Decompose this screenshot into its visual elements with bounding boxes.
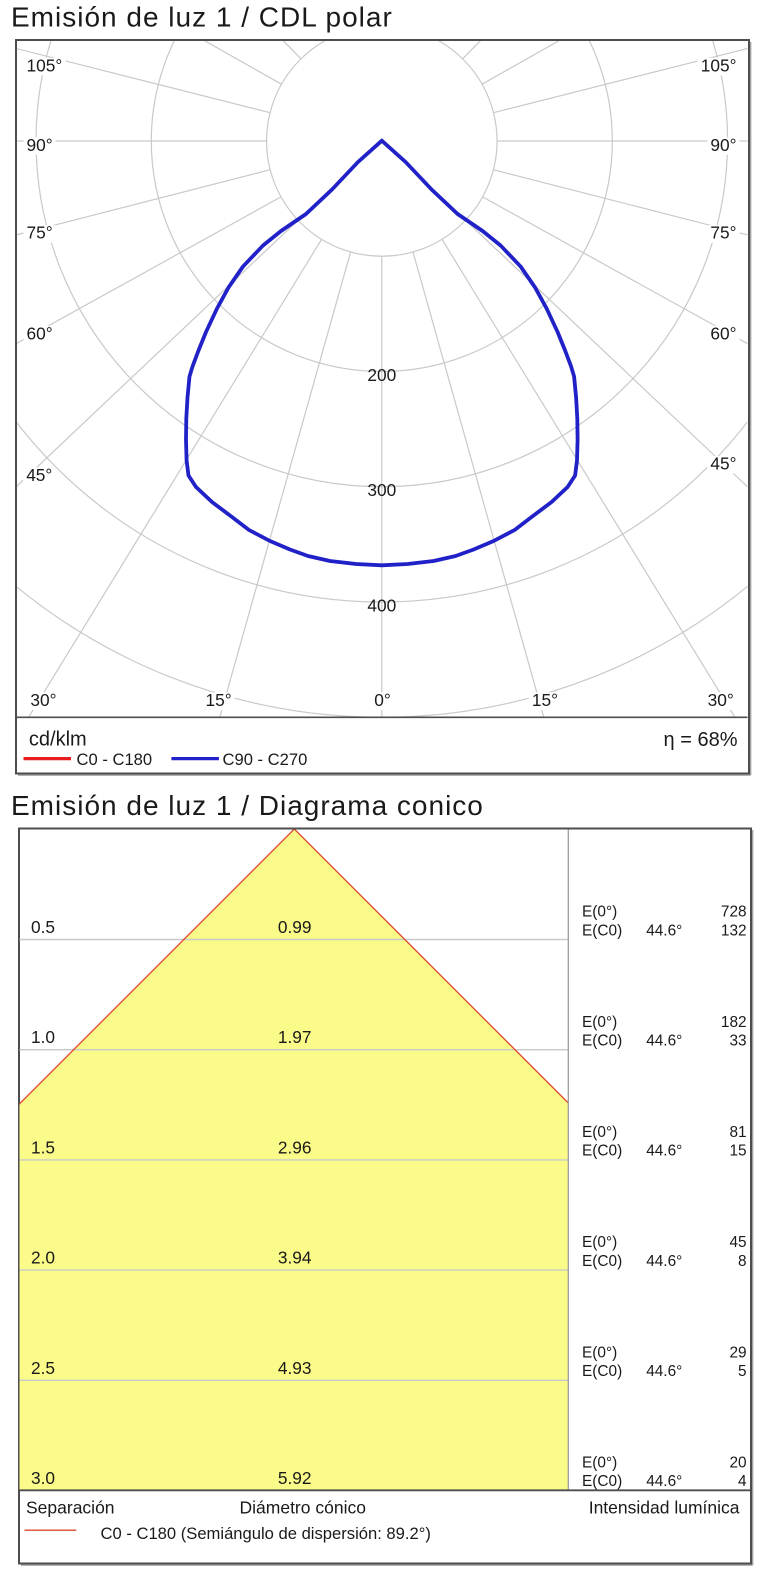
svg-text:90°: 90°: [27, 135, 53, 155]
svg-text:E(0°): E(0°): [582, 904, 617, 921]
svg-text:1.97: 1.97: [278, 1027, 312, 1047]
svg-text:44.6°: 44.6°: [646, 922, 682, 939]
svg-text:2.0: 2.0: [31, 1248, 55, 1268]
svg-text:4.93: 4.93: [278, 1358, 312, 1378]
svg-text:20: 20: [729, 1454, 746, 1471]
svg-text:182: 182: [721, 1014, 747, 1031]
svg-text:3.0: 3.0: [31, 1468, 55, 1488]
svg-text:E(C0): E(C0): [582, 922, 622, 939]
svg-text:2.5: 2.5: [31, 1358, 55, 1378]
svg-text:728: 728: [721, 904, 747, 921]
svg-text:132: 132: [721, 922, 747, 939]
svg-text:8: 8: [738, 1253, 747, 1270]
svg-text:E(C0): E(C0): [582, 1363, 622, 1380]
svg-text:E(0°): E(0°): [582, 1234, 617, 1251]
svg-text:C90 - C270: C90 - C270: [223, 750, 308, 769]
svg-text:C0 - C180 (Semiángulo de dispe: C0 - C180 (Semiángulo de dispersión: 89.…: [101, 1524, 431, 1543]
svg-text:Intensidad lumínica: Intensidad lumínica: [589, 1498, 740, 1518]
svg-text:44.6°: 44.6°: [646, 1363, 682, 1380]
svg-text:E(0°): E(0°): [582, 1454, 617, 1471]
svg-text:44.6°: 44.6°: [646, 1033, 682, 1050]
svg-text:105°: 105°: [27, 55, 63, 75]
svg-text:1.5: 1.5: [31, 1137, 55, 1157]
svg-text:E(C0): E(C0): [582, 1033, 622, 1050]
svg-text:4: 4: [738, 1473, 747, 1490]
svg-text:1.0: 1.0: [31, 1027, 55, 1047]
svg-text:Emisión de luz 1 / CDL polar: Emisión de luz 1 / CDL polar: [11, 2, 393, 33]
svg-text:0°: 0°: [374, 690, 391, 710]
svg-text:η = 68%: η = 68%: [664, 729, 738, 751]
svg-text:81: 81: [729, 1124, 746, 1141]
svg-text:60°: 60°: [27, 323, 53, 343]
svg-text:15°: 15°: [532, 690, 558, 710]
svg-text:29: 29: [729, 1344, 746, 1361]
svg-text:400: 400: [367, 595, 396, 615]
svg-text:45°: 45°: [26, 465, 52, 485]
svg-text:15°: 15°: [206, 690, 232, 710]
svg-text:105°: 105°: [701, 55, 737, 75]
svg-text:30°: 30°: [708, 690, 734, 710]
svg-text:75°: 75°: [710, 223, 736, 243]
svg-text:E(C0): E(C0): [582, 1143, 622, 1160]
svg-text:E(C0): E(C0): [582, 1253, 622, 1270]
svg-text:0.99: 0.99: [278, 917, 312, 937]
svg-text:cd/klm: cd/klm: [29, 729, 87, 751]
svg-text:45°: 45°: [710, 454, 736, 474]
svg-text:E(0°): E(0°): [582, 1014, 617, 1031]
svg-text:30°: 30°: [30, 690, 56, 710]
svg-text:0.5: 0.5: [31, 917, 55, 937]
svg-text:3.94: 3.94: [278, 1248, 312, 1268]
svg-text:2.96: 2.96: [278, 1137, 312, 1157]
svg-text:Diámetro cónico: Diámetro cónico: [240, 1498, 366, 1518]
svg-text:44.6°: 44.6°: [646, 1143, 682, 1160]
svg-text:44.6°: 44.6°: [646, 1473, 682, 1490]
svg-text:E(0°): E(0°): [582, 1124, 617, 1141]
svg-text:90°: 90°: [710, 135, 736, 155]
svg-text:C0 - C180: C0 - C180: [77, 750, 153, 769]
svg-text:E(0°): E(0°): [582, 1344, 617, 1361]
svg-text:200: 200: [367, 365, 396, 385]
svg-text:Emisión de luz 1 / Diagrama co: Emisión de luz 1 / Diagrama conico: [11, 790, 484, 821]
svg-text:44.6°: 44.6°: [646, 1253, 682, 1270]
svg-text:5: 5: [738, 1363, 747, 1380]
svg-text:Separación: Separación: [26, 1498, 115, 1518]
svg-text:15: 15: [729, 1143, 746, 1160]
svg-text:5.92: 5.92: [278, 1468, 312, 1488]
svg-text:300: 300: [367, 480, 396, 500]
svg-text:E(C0): E(C0): [582, 1473, 622, 1490]
svg-text:60°: 60°: [710, 323, 736, 343]
svg-text:45: 45: [729, 1234, 746, 1251]
svg-text:75°: 75°: [27, 223, 53, 243]
svg-text:33: 33: [729, 1033, 746, 1050]
